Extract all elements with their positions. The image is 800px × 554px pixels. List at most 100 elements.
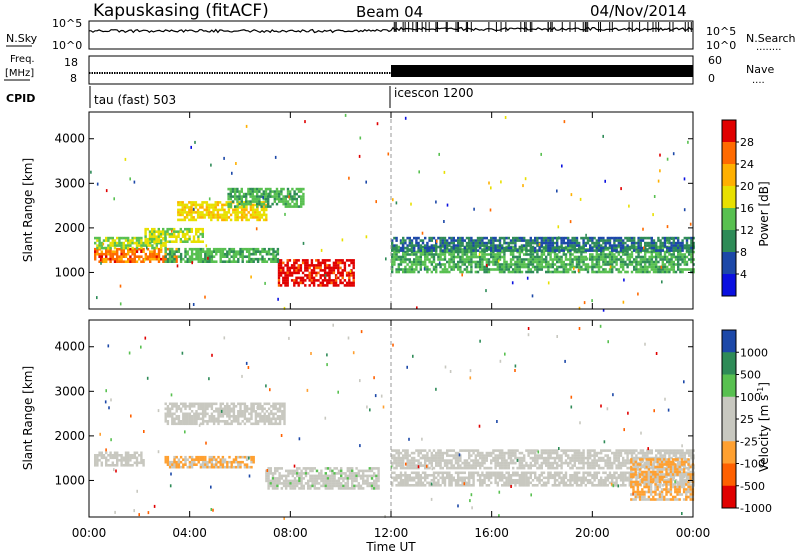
data-cell (285, 487, 288, 490)
data-cell (430, 250, 433, 254)
data-cell (679, 244, 682, 247)
data-cell (330, 271, 333, 275)
data-cell (310, 259, 314, 262)
data-cell (352, 281, 355, 285)
data-cell (525, 249, 528, 252)
data-cell (397, 258, 400, 261)
data-cell (648, 260, 651, 264)
data-cell (293, 261, 296, 265)
data-cell (159, 232, 163, 236)
data-cell (476, 239, 480, 242)
data-cell (206, 260, 209, 263)
data-cell (635, 270, 638, 274)
data-cell (404, 456, 407, 460)
data-cell (274, 255, 277, 258)
data-cell (212, 208, 215, 212)
data-cell (595, 260, 598, 264)
data-cell (370, 482, 374, 485)
data-cell (144, 235, 147, 238)
data-cell (348, 276, 351, 280)
data-cell (668, 249, 671, 252)
data-cell (277, 266, 281, 270)
data-cell (298, 487, 301, 490)
data-cell (226, 407, 229, 411)
data-cell (219, 407, 222, 411)
data-cell (465, 449, 469, 452)
data-cell (417, 246, 420, 250)
data-cell (426, 270, 429, 274)
data-cell (113, 456, 117, 460)
data-cell (646, 236, 649, 240)
data-cell (271, 195, 274, 198)
data-cell (692, 268, 695, 271)
data-cell (274, 257, 277, 261)
data-cell (551, 449, 554, 452)
data-cell (272, 260, 275, 263)
data-cell (586, 268, 590, 271)
data-cell (230, 407, 233, 411)
data-cell (536, 241, 539, 245)
data-cell (551, 239, 554, 242)
data-cell (644, 263, 647, 266)
data-cell (441, 239, 444, 242)
data-cell (538, 246, 541, 250)
data-cell (234, 255, 238, 258)
colorbar-segment (722, 120, 736, 143)
data-cell (275, 197, 279, 201)
data-cell (199, 240, 202, 243)
data-cell (357, 482, 360, 485)
data-cell (551, 244, 554, 247)
data-cell (652, 456, 656, 460)
data-cell (571, 263, 574, 266)
data-cell (578, 456, 581, 460)
data-cell (197, 417, 200, 421)
data-cell (553, 451, 557, 455)
data-cell (326, 487, 330, 490)
data-cell (441, 466, 444, 470)
data-cell (553, 466, 557, 470)
data-cell (201, 458, 205, 461)
data-cell (276, 250, 280, 253)
data-cell (600, 250, 603, 254)
data-cell (525, 253, 528, 256)
data-cell (129, 454, 132, 457)
data-cell (140, 456, 143, 460)
data-cell (293, 271, 296, 275)
data-cell (677, 258, 680, 261)
data-cell (216, 203, 220, 207)
data-cell (102, 252, 106, 256)
site-title: Kapuskasing (fitACF) (93, 1, 269, 21)
data-cell (622, 449, 625, 452)
data-cell (531, 253, 535, 256)
data-cell (655, 263, 658, 266)
data-cell (173, 455, 176, 459)
data-cell (540, 260, 543, 264)
data-cell (514, 239, 517, 242)
data-cell (105, 252, 108, 256)
data-cell (650, 246, 653, 250)
data-cell (498, 461, 502, 465)
data-cell (295, 276, 298, 280)
data-cell (297, 195, 301, 198)
data-cell (306, 274, 309, 277)
data-cell (179, 410, 183, 413)
data-cell (615, 459, 618, 462)
data-cell (221, 410, 225, 413)
data-cell (439, 255, 442, 259)
data-cell (450, 449, 453, 452)
data-cell (536, 260, 539, 264)
data-cell (650, 248, 653, 251)
data-cell (259, 420, 262, 423)
data-cell (633, 241, 636, 245)
data-cell (534, 461, 537, 465)
data-cell (492, 253, 495, 256)
data-cell (226, 420, 229, 423)
data-cell (626, 239, 629, 242)
data-cell (595, 255, 598, 259)
data-cell (448, 249, 451, 252)
data-cell (195, 422, 198, 426)
data-cell (329, 479, 332, 483)
data-cell (293, 479, 297, 483)
data-cell (326, 264, 329, 267)
data-cell (315, 279, 318, 282)
